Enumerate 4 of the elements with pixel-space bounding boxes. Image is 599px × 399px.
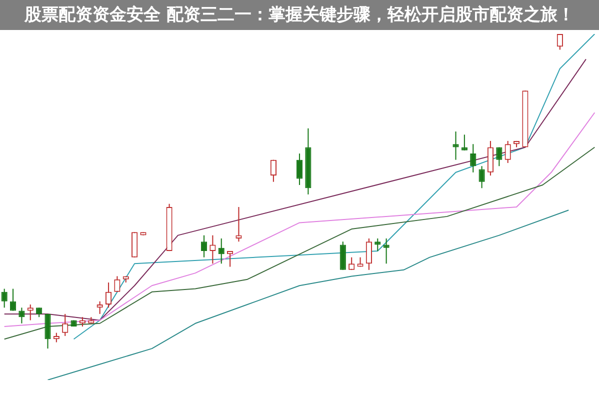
candlestick [452, 132, 459, 160]
candlestick [357, 257, 364, 267]
chart-title: 股票配资资金安全 配资三二一：掌握关键步骤，轻松开启股市配资之旅！ [0, 0, 599, 30]
candlestick [236, 207, 242, 242]
